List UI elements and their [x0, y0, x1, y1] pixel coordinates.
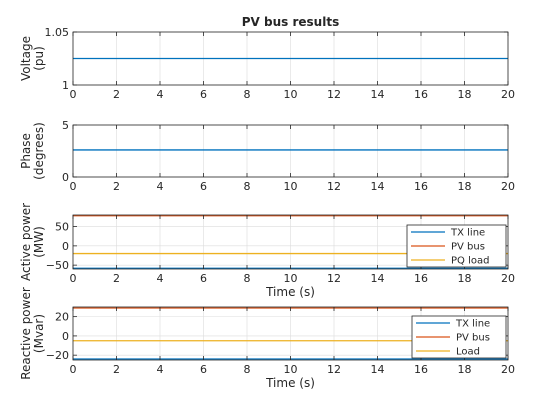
x-tick-label: 4 — [157, 272, 164, 285]
x-tick-label: 20 — [501, 363, 515, 376]
x-tick-label: 14 — [371, 272, 385, 285]
y-axis-label: Reactive power — [19, 287, 33, 380]
x-tick-label: 18 — [458, 272, 472, 285]
y-tick-label: 50 — [55, 221, 69, 234]
x-tick-label: 20 — [501, 180, 515, 193]
y-tick-label: 20 — [55, 311, 69, 324]
x-tick-label: 18 — [458, 88, 472, 101]
x-tick-label: 2 — [113, 363, 120, 376]
x-axis-label: Time (s) — [265, 376, 315, 390]
x-tick-label: 18 — [458, 180, 472, 193]
y-axis-label: Phase — [19, 133, 33, 169]
x-tick-label: 18 — [458, 363, 472, 376]
chart-panel-1: 0 2 4 6 8 10 12 14 16 18 20 1 1.05 Voltage (pu) PV bus … — [19, 15, 515, 101]
y-axis-label: (Mvar) — [32, 314, 46, 353]
y-tick-label: 1 — [62, 79, 69, 92]
x-tick-label: 2 — [113, 272, 120, 285]
x-tick-label: 0 — [70, 272, 77, 285]
x-tick-label: 12 — [327, 88, 341, 101]
x-tick-label: 10 — [284, 180, 298, 193]
x-tick-label: 12 — [327, 180, 341, 193]
x-tick-label: 2 — [113, 180, 120, 193]
y-axis-label: (pu) — [32, 46, 46, 71]
x-tick-label: 0 — [70, 88, 77, 101]
x-tick-label: 4 — [157, 88, 164, 101]
x-tick-label: 8 — [244, 180, 251, 193]
y-axis-label: (MW) — [32, 226, 46, 258]
x-tick-label: 4 — [157, 363, 164, 376]
y-tick-label: −50 — [46, 259, 69, 272]
y-tick-label: 0 — [62, 171, 69, 184]
legend: TX line PV bus Load — [411, 315, 507, 359]
x-tick-label: 8 — [244, 363, 251, 376]
x-tick-label: 6 — [200, 180, 207, 193]
x-tick-label: 6 — [200, 272, 207, 285]
x-tick-label: 16 — [414, 88, 428, 101]
legend: TX line PV bus PQ load — [406, 224, 507, 268]
x-tick-label: 6 — [200, 363, 207, 376]
x-tick-label: 6 — [200, 88, 207, 101]
legend-label: PQ load — [451, 256, 489, 267]
x-tick-label: 14 — [371, 180, 385, 193]
y-tick-label: 1.05 — [45, 26, 70, 39]
x-tick-label: 4 — [157, 180, 164, 193]
y-tick-label: 5 — [62, 119, 69, 132]
x-tick-label: 16 — [414, 180, 428, 193]
x-tick-label: 0 — [70, 363, 77, 376]
legend-label: PV bus — [456, 333, 490, 344]
x-tick-label: 10 — [284, 272, 298, 285]
x-tick-label: 16 — [414, 272, 428, 285]
x-tick-label: 0 — [70, 180, 77, 193]
chart-title: PV bus results — [242, 15, 339, 29]
x-tick-label: 10 — [284, 363, 298, 376]
x-tick-label: 14 — [371, 88, 385, 101]
x-tick-label: 14 — [371, 363, 385, 376]
legend-label: PV bus — [451, 242, 485, 253]
y-axis-label: Voltage — [19, 36, 33, 81]
x-tick-label: 12 — [327, 363, 341, 376]
x-tick-label: 2 — [113, 88, 120, 101]
x-tick-label: 16 — [414, 363, 428, 376]
x-tick-label: 20 — [501, 88, 515, 101]
y-axis-label: (degrees) — [32, 122, 46, 180]
legend-label: Load — [456, 347, 480, 358]
x-tick-label: 8 — [244, 272, 251, 285]
chart-panel-2: 0 2 4 6 8 10 12 14 16 18 20 0 5 Phase (degrees) — [19, 119, 515, 193]
y-tick-label: −20 — [46, 349, 69, 362]
legend-label: TX line — [450, 228, 485, 239]
y-tick-label: 0 — [62, 330, 69, 343]
x-tick-label: 10 — [284, 88, 298, 101]
x-axis-label: Time (s) — [265, 285, 315, 299]
legend-label: TX line — [455, 319, 490, 330]
x-tick-label: 20 — [501, 272, 515, 285]
y-tick-label: 0 — [62, 240, 69, 253]
x-tick-label: 12 — [327, 272, 341, 285]
y-axis-label: Active power — [19, 203, 33, 281]
x-tick-label: 8 — [244, 88, 251, 101]
